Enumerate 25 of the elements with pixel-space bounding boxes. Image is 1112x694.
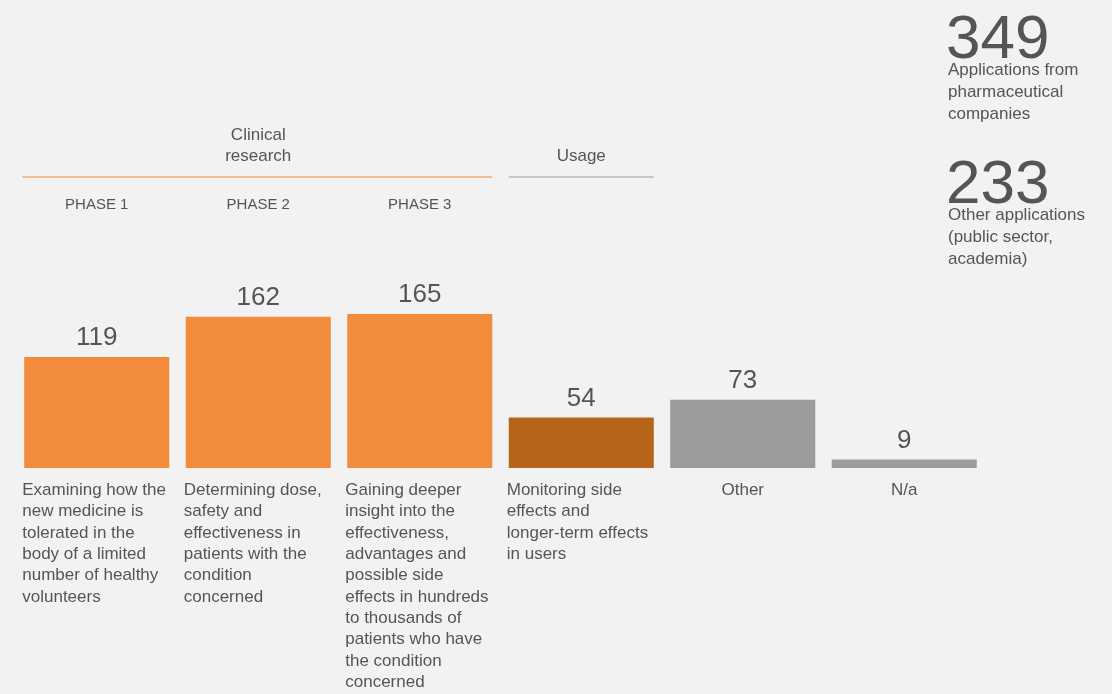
x-tick-label: Determining dose, safety and effectiveness in patients with the condition concerned bbox=[183, 480, 322, 606]
bar bbox=[831, 459, 977, 468]
text: Applications from pharmaceutical companies bbox=[948, 60, 1079, 124]
text: PHASE 1 bbox=[65, 195, 129, 212]
bar bbox=[24, 356, 170, 468]
bar bbox=[347, 314, 493, 468]
text: Usage bbox=[556, 146, 606, 165]
x-tick-label: Examining how the new medicine is tolerated in the body of a limited number of healthy volunteers bbox=[22, 480, 166, 606]
data-label: 162 bbox=[236, 280, 280, 311]
x-tick-label: Monitoring side effects and longer-term effects in users bbox=[506, 480, 649, 564]
bar bbox=[508, 417, 654, 468]
bar bbox=[670, 399, 816, 468]
data-label: 9 bbox=[897, 423, 912, 454]
data-label: 54 bbox=[566, 381, 596, 412]
data-label: 73 bbox=[728, 364, 758, 395]
x-tick-label: Other bbox=[721, 480, 765, 500]
category-label: Gaining deeper insight into the effectiveness, advantages and possible side effects in hundreds to thousands of patients who have the condition concerned bbox=[345, 480, 489, 691]
data-label: 119 bbox=[76, 321, 118, 352]
x-tick-label: N/a bbox=[891, 480, 919, 500]
bar bbox=[185, 316, 331, 468]
data-label: 165 bbox=[398, 278, 442, 309]
text: Other applications (public sector, academia) bbox=[948, 205, 1086, 269]
text: Clinical research bbox=[225, 124, 292, 165]
text: PHASE 3 bbox=[388, 195, 452, 212]
text: PHASE 2 bbox=[226, 195, 290, 212]
